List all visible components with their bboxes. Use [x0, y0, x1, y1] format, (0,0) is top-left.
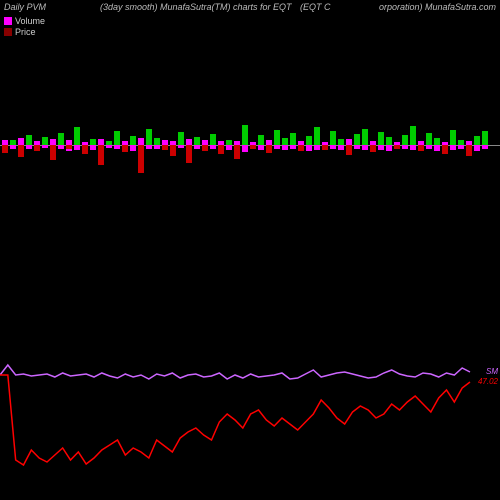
- price-bar: [82, 145, 88, 154]
- line-label-price: 47.02: [478, 377, 498, 386]
- price-bar: [394, 145, 400, 149]
- volume-label: Volume: [15, 16, 45, 26]
- price-bar: [42, 137, 48, 145]
- price-bar: [162, 145, 168, 150]
- price-bar: [26, 135, 32, 145]
- price-bar: [122, 145, 128, 152]
- header-ticker: (EQT C: [300, 2, 331, 12]
- price-bar: [458, 140, 464, 145]
- price-bar: [314, 127, 320, 145]
- legend-volume: Volume: [4, 16, 45, 26]
- price-bar: [114, 131, 120, 145]
- header: Daily PVM (3day smooth) MunafaSutra(TM) …: [0, 2, 500, 26]
- price-bar: [194, 137, 200, 145]
- price-bar: [10, 140, 16, 145]
- price-bar: [18, 145, 24, 157]
- price-bar: [266, 145, 272, 153]
- price-bar: [138, 145, 144, 173]
- price-bar: [290, 133, 296, 145]
- pvm-bar-chart: [0, 105, 500, 185]
- price-bar: [250, 145, 256, 149]
- price-bar: [474, 136, 480, 145]
- header-left: Daily PVM: [4, 2, 46, 12]
- price-bar: [226, 140, 232, 145]
- line-price: [0, 375, 470, 465]
- price-bar: [130, 136, 136, 145]
- price-line-chart: SM47.02: [0, 340, 500, 490]
- line-svg: [0, 340, 500, 490]
- price-bar: [402, 135, 408, 145]
- price-bar: [154, 138, 160, 145]
- price-bar: [242, 125, 248, 145]
- volume-swatch: [4, 17, 12, 25]
- price-bar: [210, 134, 216, 145]
- price-bar: [50, 145, 56, 160]
- price-bar: [98, 145, 104, 165]
- price-bar: [426, 133, 432, 145]
- price-bar: [466, 145, 472, 156]
- price-bar: [90, 139, 96, 145]
- price-bar: [106, 141, 112, 145]
- legend-price: Price: [4, 27, 45, 37]
- price-bar: [410, 126, 416, 145]
- legend: Volume Price: [4, 16, 45, 38]
- line-label-sm: SM: [486, 367, 498, 376]
- price-bar: [298, 145, 304, 151]
- price-bar: [282, 138, 288, 145]
- price-bar: [146, 129, 152, 145]
- header-center: (3day smooth) MunafaSutra(TM) charts for…: [100, 2, 292, 12]
- price-bar: [202, 145, 208, 151]
- header-right: orporation) MunafaSutra.com: [379, 2, 496, 12]
- price-bar: [434, 138, 440, 145]
- price-bar: [450, 130, 456, 145]
- price-bar: [58, 133, 64, 145]
- price-bar: [338, 139, 344, 145]
- price-bar: [330, 131, 336, 145]
- price-bar: [386, 137, 392, 145]
- price-bar: [442, 145, 448, 154]
- price-bar: [2, 145, 8, 153]
- price-bar: [178, 132, 184, 145]
- price-bar: [186, 145, 192, 163]
- price-bar: [354, 134, 360, 145]
- price-bar: [34, 145, 40, 151]
- price-swatch: [4, 28, 12, 36]
- price-bar: [306, 136, 312, 145]
- price-bar: [322, 145, 328, 150]
- price-bar: [346, 145, 352, 155]
- price-bar: [66, 145, 72, 149]
- price-label: Price: [15, 27, 36, 37]
- price-bar: [274, 130, 280, 145]
- price-bar: [234, 145, 240, 159]
- price-bar: [170, 145, 176, 156]
- price-bar: [370, 145, 376, 152]
- price-bar: [258, 135, 264, 145]
- price-bar: [418, 145, 424, 151]
- price-bar: [218, 145, 224, 154]
- line-sm: [0, 365, 470, 379]
- price-bar: [74, 127, 80, 145]
- price-bar: [482, 131, 488, 145]
- price-bar: [378, 132, 384, 145]
- price-bar: [362, 129, 368, 145]
